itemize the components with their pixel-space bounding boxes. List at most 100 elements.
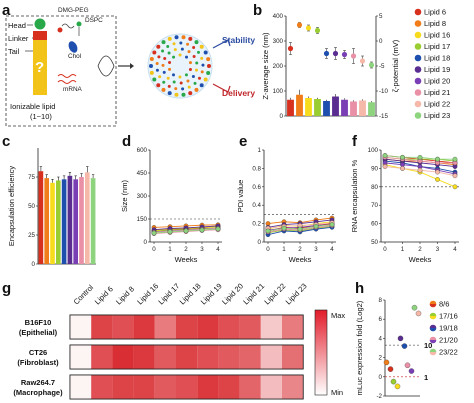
lnp-lipid-dot [149,57,154,62]
zeta-point [314,27,321,34]
mluc-legend-label: 17/16 [439,312,458,321]
zeta-point [323,50,330,57]
ee-bar [73,179,79,264]
size-time-x-tick-label: 0 [152,246,156,253]
mluc-y-tick-label: 4 [379,335,383,342]
pdi-time-x-tick-label: 2 [298,246,302,253]
pdi-time-x-axis-label: Weeks [289,255,312,264]
heatmap-cell [70,315,92,339]
mluc-legend-label: 21/20 [439,336,458,345]
chol-label: Chol [68,53,81,60]
legend-label: Lipid 8 [424,19,446,28]
size-time-data-point [167,229,173,235]
size-time-x-axis-label: Weeks [175,255,198,264]
heatmap-row-label: Raw264.7 [21,378,55,387]
lnp-lipid-dot [186,79,190,83]
mluc-data-point [394,383,401,390]
lnp-lipid-dot [178,75,182,79]
rna-time-x-tick-label: 4 [453,246,457,253]
heatmap-cell [282,345,304,369]
size-bar [350,101,357,116]
size-bar [323,101,330,116]
legend-label: Lipid 18 [424,54,450,63]
size-time-x-tick-label: 1 [168,246,172,253]
heatmap-cell [91,345,113,369]
size-time-y-tick-label: 300 [137,193,148,200]
pdi-time-x-tick-label: 1 [282,246,286,253]
lnp-lipid-dot [201,63,205,67]
pdi-time-x-tick-label: 4 [330,246,334,253]
rna-time-data-point [417,167,423,173]
lnp-lipid-dot [172,80,176,84]
legend-swatch [414,20,422,27]
lnp-lipid-dot [161,63,165,67]
size-y-tick-label: 100 [273,88,284,95]
pdi-time-y-tick-label: 1 [258,147,262,154]
mluc-reference-label: 10 [424,341,432,350]
heatmap-cell [260,315,282,339]
lnp-lipid-dot [188,67,192,71]
mluc-legend-swatch-top [429,312,437,316]
question-mark: ? [35,59,44,76]
heatmap-column-label: Lipid 21 [241,281,266,306]
rna-time-data-point [417,155,423,160]
mluc-data-point [415,310,422,317]
mluc-legend-swatch-top [429,336,437,340]
mluc-y-tick-label: 0 [379,374,383,381]
heatmap-column-label: Lipid 20 [220,281,245,306]
rna-time-y-tick-label: 70 [371,202,378,209]
lnp-lipid-dot [188,61,192,65]
rna-time-data-point [382,164,388,169]
heatmap-column-label: Lipid 23 [284,281,309,306]
heatmap-scale-bar [314,309,328,396]
legend-swatch [414,31,422,39]
rna-time-x-tick-label: 2 [418,246,422,253]
mluc-reference-label: 1 [424,373,428,382]
legend-label: Lipid 21 [424,88,450,97]
dspc-label: DSPC [85,17,103,24]
lnp-lipid-dot [174,87,178,91]
lipid-range-label: (1~10) [30,112,52,121]
cholesterol-icon [68,41,78,53]
heatmap-cell [154,345,176,369]
heatmap-cell [176,375,198,399]
heatmap-row-border [69,344,304,370]
rna-time-y-tick-label: 60 [371,221,378,228]
zeta-point [305,25,312,31]
heatmap-cell [91,375,113,399]
stability-label: Stability [222,35,255,45]
ee-bar [55,180,61,264]
mluc-data-point [383,359,390,366]
rna-time-x-axis-label: Weeks [409,255,432,264]
ee-bar [67,175,73,264]
lnp-lipid-dot [172,42,176,46]
panel-label-h: h [355,280,364,297]
size-bar [332,96,339,116]
pdi-time-data-point [281,225,287,231]
heatmap-cell [133,375,155,399]
lnp-lipid-dot [185,55,189,59]
lnp-lipid-dot [194,87,199,92]
mluc-legend-swatch-top [429,300,437,304]
zeta-point [368,62,375,68]
rna-time-data-point [452,173,458,179]
heatmap-row-subtitle: (Fibroblast) [17,358,59,367]
ee-bar [38,171,44,264]
heatmap-cell [133,345,155,369]
zeta-y-axis-label: ζ-potential (mV) [391,39,400,92]
lnp-lipid-dot [156,44,161,49]
heatmap-cell [112,345,134,369]
lnp-lipid-dot [192,45,196,49]
heatmap-scale-min: Min [331,388,343,397]
head-group-icon [34,18,46,30]
mluc-y-tick-label: 8 [379,297,383,304]
size-y-tick-label: 200 [273,63,284,70]
mrna-label: mRNA [63,86,83,93]
legend-swatch [414,100,422,108]
size-time-x-tick-label: 3 [200,246,204,253]
microfluidic-icon [97,55,115,77]
pdi-time-x-tick-label: 3 [314,246,318,253]
lnp-lipid-dot [152,50,157,55]
lnp-lipid-dot [187,50,191,54]
